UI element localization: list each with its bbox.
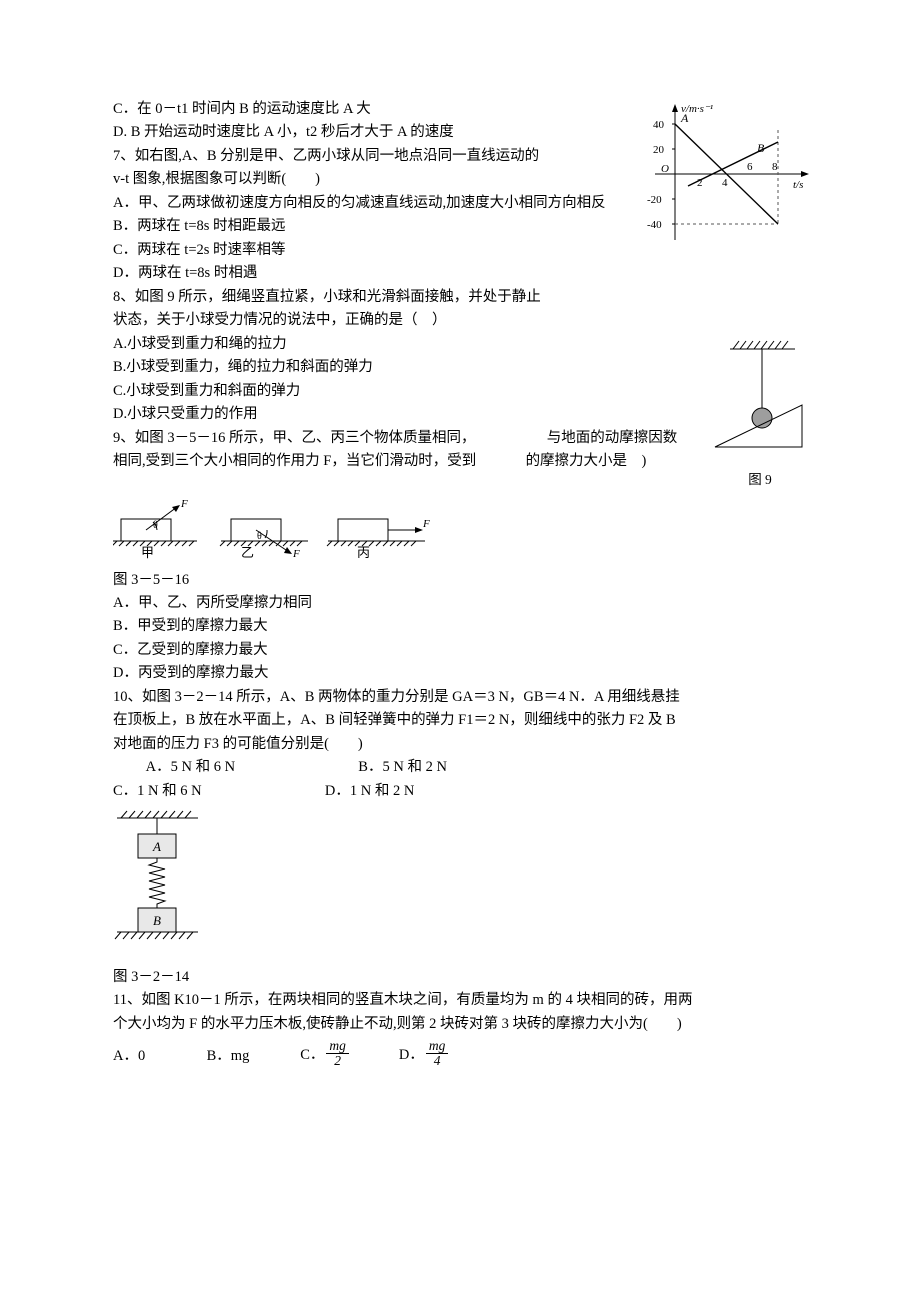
q11-c-label: C． <box>300 1047 324 1063</box>
q11-option-d: D．mg4 <box>399 1041 450 1070</box>
svg-text:F: F <box>422 518 430 530</box>
svg-text:B: B <box>757 141 765 155</box>
svg-text:O: O <box>661 163 669 175</box>
q10-figcaption: 图 3－2－14 <box>113 966 815 988</box>
q11-d-label: D． <box>399 1047 424 1063</box>
q9-option-c: C．乙受到的摩擦力最大 <box>113 639 815 661</box>
q10-options-row2: C．1 N 和 6 N D．1 N 和 2 N <box>113 780 815 802</box>
q11-stem-1: 11、如图 K10－1 所示，在两块相同的竖直木块之间，有质量均为 m 的 4 … <box>113 989 815 1011</box>
svg-text:8: 8 <box>772 161 778 173</box>
q10-stem-1: 10、如图 3－2－14 所示，A、B 两物体的重力分别是 GA＝3 N，GB＝… <box>113 686 815 708</box>
q10-option-a: A．5 N 和 6 N <box>146 756 235 778</box>
q10-option-c: C．1 N 和 6 N <box>113 780 202 802</box>
svg-text:4: 4 <box>722 177 728 189</box>
q9-stem-2a: 相同,受到三个大小相同的作用力 F，当它们滑动时，受到 <box>113 453 476 469</box>
q11-option-b: B．mg <box>207 1045 297 1067</box>
q9-option-a: A．甲、乙、丙所受摩擦力相同 <box>113 592 815 614</box>
svg-text:v/m·s⁻¹: v/m·s⁻¹ <box>681 103 713 115</box>
q9-option-d: D．丙受到的摩擦力最大 <box>113 662 815 684</box>
svg-text:乙: 乙 <box>241 545 254 559</box>
q11-stem-2: 个大小均为 F 的水平力压木板,使砖静止不动,则第 2 块砖对第 3 块砖的摩擦… <box>113 1013 815 1035</box>
q9-stem-1a: 9、如图 3－5－16 所示，甲、乙、丙三个物体质量相同， <box>113 430 476 446</box>
q7-option-d: D．两球在 t=8s 时相遇 <box>113 262 815 284</box>
svg-text:A: A <box>152 839 161 854</box>
q8-stem-1: 8、如图 9 所示，细绳竖直拉紧，小球和光滑斜面接触，并处于静止 <box>113 286 815 308</box>
q11-option-c: C．mg2 <box>300 1041 395 1070</box>
q10-stem-3: 对地面的压力 F3 的可能值分别是( ) <box>113 733 815 755</box>
q11-c-num: mg <box>326 1039 349 1054</box>
svg-text:40: 40 <box>653 119 665 131</box>
q10-stem-2: 在顶板上，B 放在水平面上，A、B 间轻弹簧中的弹力 F1＝2 N，则细线中的张… <box>113 709 815 731</box>
svg-text:-20: -20 <box>647 194 662 206</box>
svg-text:20: 20 <box>653 144 665 156</box>
svg-text:B: B <box>153 913 161 928</box>
svg-text:丙: 丙 <box>357 545 370 559</box>
svg-text:甲: 甲 <box>141 545 154 559</box>
q8-fig-label: 图 9 <box>705 470 815 491</box>
q10-option-d: D．1 N 和 2 N <box>325 780 414 802</box>
q9-figcaption: 图 3－5－16 <box>113 569 815 591</box>
q9-figure-3-5-16: F θ 甲 F θ 乙 F 丙 <box>113 497 815 566</box>
q8-stem-2: 状态，关于小球受力情况的说法中，正确的是（ ） <box>113 309 815 331</box>
svg-text:F: F <box>292 548 300 559</box>
svg-text:t/s: t/s <box>793 179 803 191</box>
svg-text:θ: θ <box>257 531 262 542</box>
svg-text:F: F <box>180 498 188 510</box>
q9-stem-1b: 与地面的动摩擦因数 <box>547 430 678 446</box>
q8-figure-9: 图 9 <box>705 335 815 491</box>
q7-vt-graph: 40 20 O -20 -40 2 4 6 8 A B v/m·s⁻¹ t/s <box>645 100 815 259</box>
q10-figure-3-2-14: A B <box>113 806 815 963</box>
q9-stem-2b: 的摩擦力大小是 ) <box>526 453 647 469</box>
q9-option-b: B．甲受到的摩擦力最大 <box>113 615 815 637</box>
svg-text:θ: θ <box>153 520 158 531</box>
q11-d-num: mg <box>426 1039 449 1054</box>
q11-c-den: 2 <box>326 1054 349 1068</box>
q11-options: A．0 B．mg C．mg2 D．mg4 <box>113 1041 815 1070</box>
q11-d-den: 4 <box>426 1054 449 1068</box>
svg-text:-40: -40 <box>647 219 662 231</box>
q10-option-b: B．5 N 和 2 N <box>358 756 447 778</box>
q10-options-row1: A．5 N 和 6 N B．5 N 和 2 N <box>113 756 815 778</box>
q11-option-a: A．0 <box>113 1045 203 1067</box>
svg-text:6: 6 <box>747 161 753 173</box>
